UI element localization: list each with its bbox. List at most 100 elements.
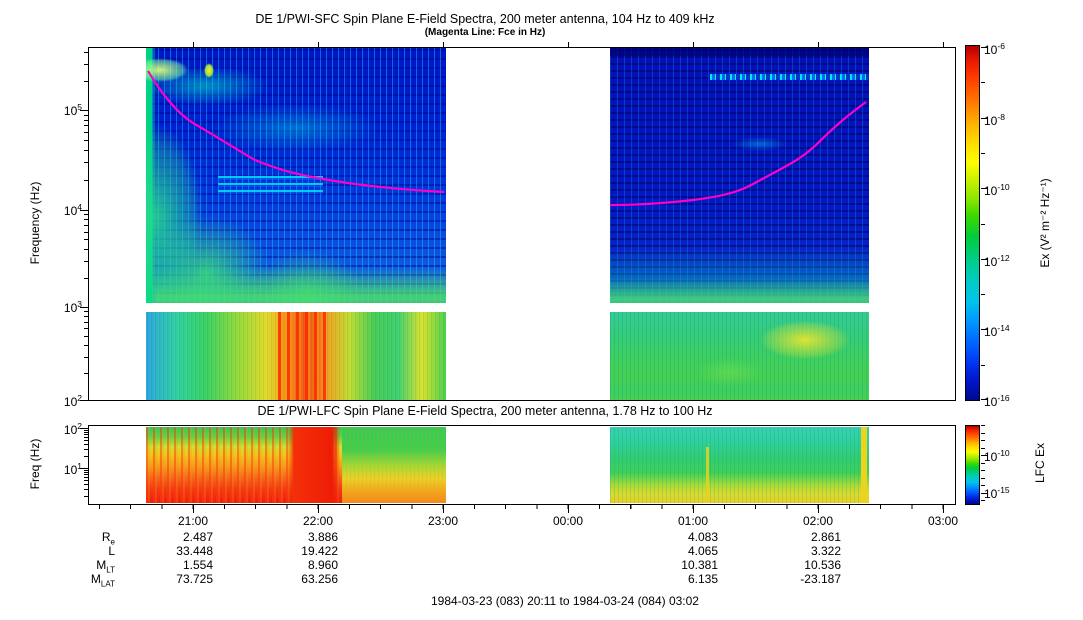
- axis-tick: [84, 52, 88, 53]
- sfc-red-burst: [278, 312, 326, 400]
- sfc-ytick-1e5: 105: [48, 102, 82, 118]
- axis-tick: [80, 210, 88, 211]
- axis-tick: [84, 456, 88, 457]
- axis-tick: [84, 440, 88, 441]
- ytick-base: 10: [63, 204, 78, 218]
- ytick-exp: 2: [77, 421, 82, 431]
- eph-mlt-2200: 8.960: [307, 558, 338, 572]
- axis-tick: [84, 322, 88, 323]
- sfc-cbtick-1e-10: 10-10: [984, 182, 1010, 198]
- eph-mlt-0100: 10.381: [681, 558, 718, 572]
- sfc-ylabel: Frequency (Hz): [28, 181, 42, 265]
- axis-tick: [84, 373, 88, 374]
- axis-tick: [981, 478, 985, 479]
- axis-tick: [84, 225, 88, 226]
- axis-tick: [84, 357, 88, 358]
- lfc-cbtick-1e-15: 10-15: [984, 485, 1010, 501]
- axis-tick: [981, 365, 985, 366]
- axis-tick: [84, 239, 88, 240]
- axis-tick: [981, 259, 987, 260]
- axis-tick: [84, 81, 88, 82]
- cbtick-base: 10: [984, 255, 998, 269]
- axis-tick: [84, 249, 88, 250]
- ephemeris-label-re: Re: [40, 530, 115, 546]
- ytick-base: 10: [63, 423, 78, 437]
- sfc-segment1-lower-heatmap: [146, 312, 446, 400]
- eph-mlt-0200: 10.536: [804, 558, 841, 572]
- axis-tick: [981, 463, 985, 464]
- axis-tick: [84, 437, 88, 438]
- axis-tick: [84, 311, 88, 312]
- axis-tick: [80, 307, 88, 308]
- xtick-01-00: 01:00: [677, 514, 709, 528]
- ytick-exp: 1: [77, 461, 82, 471]
- cbtick-exp: -16: [997, 393, 1010, 403]
- axis-tick: [84, 345, 88, 346]
- eph-mlat-2200: 63.256: [301, 572, 338, 586]
- sfc-segment2-upper-heatmap: [610, 48, 869, 303]
- axis-tick: [981, 153, 985, 154]
- axis-tick: [84, 477, 88, 478]
- xtick-03-00: 03:00: [927, 514, 959, 528]
- sfc-cbtick-1e-6: 10-6: [984, 41, 1005, 57]
- eph-re-0100: 4.083: [687, 530, 718, 544]
- eph-re-2100: 2.487: [182, 530, 213, 544]
- eph-label-sub: e: [110, 537, 115, 547]
- ytick-base: 10: [63, 104, 78, 118]
- axis-tick: [84, 64, 88, 65]
- eph-mlt-2100: 1.554: [182, 558, 213, 572]
- axis-tick: [84, 449, 88, 450]
- axis-tick: [84, 214, 88, 215]
- axis-tick: [84, 472, 88, 473]
- sfc-cbtick-1e-14: 10-14: [984, 323, 1010, 339]
- axis-tick: [84, 434, 88, 435]
- sfc-spectrogram-panel: [88, 47, 956, 401]
- cbtick-base: 10: [984, 487, 998, 501]
- axis-tick: [84, 162, 88, 163]
- axis-tick: [981, 448, 985, 449]
- axis-tick: [981, 188, 987, 189]
- lfc-cbtick-1e-10: 10-10: [984, 448, 1010, 464]
- top-hour-ticks: [193, 42, 945, 47]
- ytick-exp: 3: [77, 299, 82, 309]
- xtick-00-00: 00:00: [552, 514, 584, 528]
- fce-line-overlay: [147, 70, 867, 207]
- axis-tick: [84, 278, 88, 279]
- axis-tick: [981, 399, 987, 400]
- eph-label-main: M: [96, 558, 107, 572]
- sfc-colorbar-label: Ex (V² m⁻² Hz⁻¹): [1038, 178, 1052, 268]
- axis-tick: [84, 489, 88, 490]
- axis-tick: [981, 224, 985, 225]
- cbtick-exp: -14: [997, 323, 1010, 333]
- eph-re-0200: 2.861: [810, 530, 841, 544]
- eph-l-0100: 4.065: [687, 544, 718, 558]
- axis-tick: [80, 110, 88, 111]
- eph-mlat-0200: -23.187: [800, 572, 841, 586]
- axis-tick: [84, 219, 88, 220]
- eph-l-2100: 33.448: [176, 544, 213, 558]
- lfc-yellow-column: [861, 427, 867, 503]
- sfc-yellow-blob: [204, 63, 214, 78]
- axis-tick: [84, 328, 88, 329]
- ytick-base: 10: [63, 301, 78, 315]
- eph-mlat-0100: 6.135: [687, 572, 718, 586]
- axis-tick: [84, 496, 88, 497]
- axis-tick: [981, 440, 985, 441]
- sfc-cyan-band: [710, 74, 869, 80]
- sfc-ytick-1e4: 104: [48, 202, 82, 218]
- cbtick-exp: -12: [997, 253, 1010, 263]
- fce-line-segment2: [609, 101, 867, 207]
- axis-tick: [80, 400, 88, 401]
- sfc-ytick-1e2: 102: [48, 393, 82, 409]
- sfc-subtitle: (Magenta Line: Fce in Hz): [424, 27, 546, 38]
- axis-tick: [84, 261, 88, 262]
- eph-mlat-2100: 73.725: [176, 572, 213, 586]
- sfc-segment2-lower-heatmap: [610, 312, 869, 400]
- axis-tick: [80, 428, 88, 429]
- eph-label-main: M: [90, 572, 101, 586]
- axis-tick: [84, 430, 88, 431]
- axis-tick: [981, 470, 985, 471]
- axis-tick: [981, 82, 985, 83]
- cbtick-exp: -10: [997, 448, 1010, 458]
